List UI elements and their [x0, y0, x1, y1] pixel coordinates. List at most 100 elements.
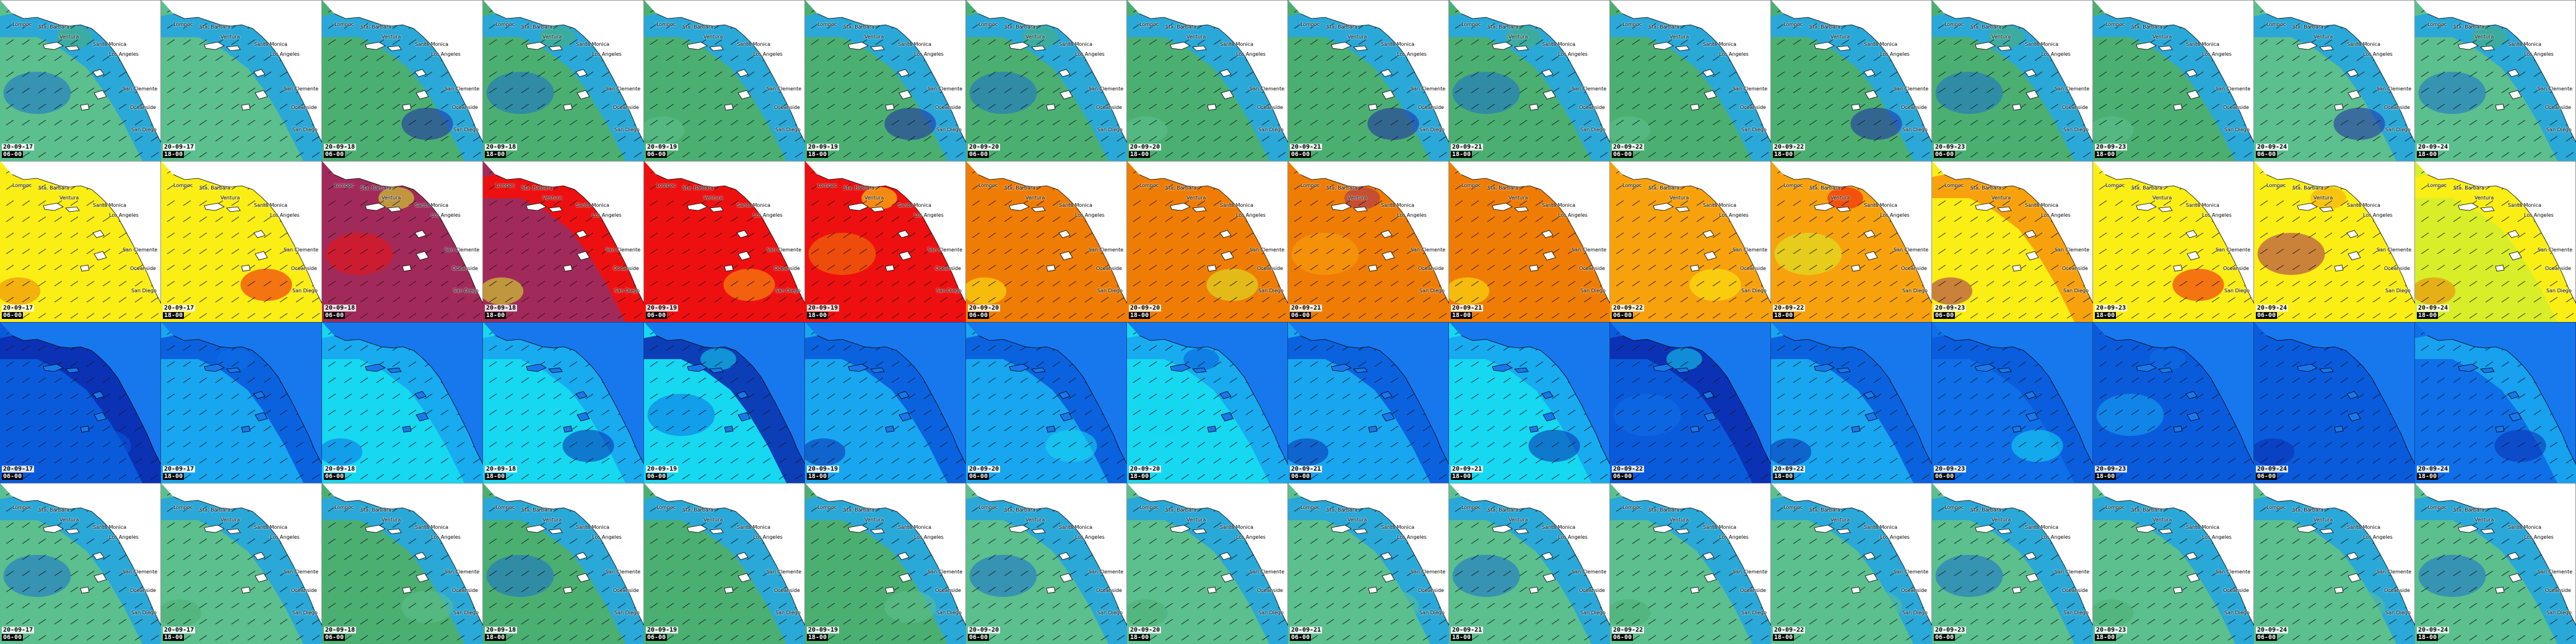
map-tile[interactable]: Lompoc Sta. Barbara Ventura Santa Monica Los…: [0, 161, 161, 322]
map-tile[interactable]: Lompoc Sta. Barbara Ventura Santa Monica Los…: [1288, 0, 1449, 161]
map-tile[interactable]: Lompoc Sta. Barbara Ventura Santa Monica Los…: [1932, 0, 2093, 161]
wind-arrow: [86, 55, 95, 61]
wind-arrow: [811, 23, 819, 29]
wind-arrow: [150, 313, 159, 319]
map-tile[interactable]: 20-09-20 18-00: [1127, 322, 1288, 483]
place-label: San Clemente: [2055, 86, 2090, 92]
map-tile[interactable]: Lompoc Sta. Barbara Ventura Santa Monica Los…: [1771, 0, 1932, 161]
wind-arrow: [1777, 232, 1785, 238]
wind-arrow: [1664, 103, 1673, 110]
wind-arrow: [167, 281, 175, 287]
map-tile[interactable]: 20-09-17 18-00: [161, 322, 322, 483]
island: [736, 391, 749, 399]
map-tile[interactable]: 20-09-20 06-00: [966, 322, 1127, 483]
island: [2136, 202, 2157, 211]
map-tile[interactable]: Lompoc Sta. Barbara Ventura Santa Monica Los…: [1610, 161, 1771, 322]
place-label: Santa Monica: [254, 41, 288, 47]
wind-arrow: [1004, 264, 1012, 271]
map-tile[interactable]: 20-09-18 06-00: [322, 322, 483, 483]
place-label: San Diego: [2385, 288, 2411, 294]
land-mass: [1288, 161, 1449, 304]
wind-arrow: [521, 313, 529, 319]
map-tile[interactable]: Lompoc Sta. Barbara Ventura Santa Monica Los…: [805, 161, 966, 322]
map-tile[interactable]: Lompoc Sta. Barbara Ventura Santa Monica Los…: [644, 0, 805, 161]
wind-arrow: [6, 232, 14, 238]
map-tile[interactable]: Lompoc Sta. Barbara Ventura Santa Monica Los…: [483, 0, 644, 161]
map-tile[interactable]: 20-09-17 06-00: [0, 322, 161, 483]
map-tile[interactable]: Lompoc Sta. Barbara Ventura Santa Monica Los…: [2093, 0, 2254, 161]
wind-arrow: [1197, 313, 1206, 319]
island: [897, 69, 910, 77]
map-tile[interactable]: Lompoc Sta. Barbara Ventura Santa Monica Los…: [2254, 0, 2415, 161]
wind-arrow: [1632, 232, 1640, 238]
map-tile[interactable]: Lompoc Sta. Barbara Ventura Santa Monica Los…: [2415, 161, 2576, 322]
wind-arrow: [1471, 232, 1479, 238]
island: [226, 45, 241, 51]
map-tile[interactable]: Lompoc Sta. Barbara Ventura Santa Monica Los…: [2415, 0, 2576, 161]
wind-arrow: [1487, 297, 1495, 303]
wind-arrow: [1583, 297, 1592, 303]
wind-arrow: [2115, 313, 2123, 319]
wind-arrow: [778, 281, 787, 287]
wind-arrow: [875, 297, 884, 303]
wind-arrow: [328, 71, 336, 77]
place-label: Sta. Barbara: [843, 24, 875, 30]
map-tile[interactable]: Lompoc Sta. Barbara Ventura Santa Monica Los…: [966, 161, 1127, 322]
wind-arrow: [456, 474, 465, 480]
wind-arrow: [1873, 264, 1882, 271]
map-tile[interactable]: Lompoc Sta. Barbara Ventura Santa Monica Los…: [1449, 0, 1610, 161]
map-tile[interactable]: Lompoc Sta. Barbara Ventura Santa Monica Los…: [322, 0, 483, 161]
wind-arrow: [183, 442, 191, 448]
wind-arrow: [794, 297, 803, 303]
map-tile[interactable]: Lompoc Sta. Barbara Ventura Santa Monica Los…: [1932, 161, 2093, 322]
wind-arrow: [86, 71, 95, 77]
frame-caption: 20-09-22 06-00: [1612, 143, 1645, 158]
wind-arrow: [1503, 248, 1512, 255]
nearshore-field: [1127, 175, 1288, 322]
map-tile[interactable]: Lompoc Sta. Barbara Ventura Santa Monica Los…: [0, 0, 161, 161]
map-tile[interactable]: 20-09-19 18-00: [805, 322, 966, 483]
map-tile[interactable]: 20-09-21 18-00: [1449, 322, 1610, 483]
map-tile[interactable]: Lompoc Sta. Barbara Ventura Santa Monica Los…: [966, 0, 1127, 161]
wind-arrow: [247, 200, 256, 206]
wind-arrow: [328, 184, 336, 190]
wind-arrow: [183, 39, 191, 45]
wind-arrow: [1310, 442, 1318, 448]
wind-arrow: [762, 425, 771, 432]
map-tile[interactable]: Lompoc Sta. Barbara Ventura Santa Monica Los…: [1288, 161, 1449, 322]
wind-arrow: [2308, 313, 2317, 319]
map-tile[interactable]: Lompoc Sta. Barbara Ventura Santa Monica Los…: [1610, 0, 1771, 161]
map-tile[interactable]: Lompoc Sta. Barbara Ventura Santa Monica Los…: [322, 161, 483, 322]
map-tile[interactable]: Lompoc Sta. Barbara Ventura Santa Monica Los…: [1449, 161, 1610, 322]
wind-arrow: [134, 474, 143, 480]
wind-arrow: [1310, 458, 1318, 464]
wind-arrow: [489, 216, 497, 222]
wind-arrow: [1068, 442, 1077, 448]
map-tile[interactable]: Lompoc Sta. Barbara Ventura Santa Monica Los…: [483, 161, 644, 322]
wind-arrow: [972, 136, 980, 142]
map-tile[interactable]: Lompoc Sta. Barbara Ventura Santa Monica Los…: [1127, 0, 1288, 161]
wind-arrow: [6, 55, 14, 61]
map-tile[interactable]: 20-09-18 18-00: [483, 322, 644, 483]
map-tile[interactable]: Lompoc Sta. Barbara Ventura Santa Monica Los…: [644, 161, 805, 322]
wind-arrow: [521, 232, 529, 238]
map-tile[interactable]: Lompoc Sta. Barbara Ventura Santa Monica Los…: [161, 161, 322, 322]
map-tile[interactable]: Lompoc Sta. Barbara Ventura Santa Monica Los…: [1771, 161, 1932, 322]
wind-arrow: [682, 71, 690, 77]
wind-arrow: [1406, 152, 1415, 158]
map-tile[interactable]: Lompoc Sta. Barbara Ventura Santa Monica Los…: [161, 0, 322, 161]
wind-arrow: [1809, 313, 1817, 319]
wind-arrow: [955, 313, 964, 319]
wind-arrow: [2099, 184, 2107, 190]
map-tile[interactable]: Lompoc Sta. Barbara Ventura Santa Monica Los…: [2093, 161, 2254, 322]
map-tile[interactable]: Lompoc Sta. Barbara Ventura Santa Monica Los…: [805, 0, 966, 161]
place-label: Ventura: [703, 34, 723, 40]
wind-arrow: [843, 409, 851, 416]
map-tile[interactable]: 20-09-21 06-00: [1288, 322, 1449, 483]
map-tile[interactable]: Lompoc Sta. Barbara Ventura Santa Monica Los…: [1127, 161, 1288, 322]
map-tile[interactable]: Lompoc Sta. Barbara Ventura Santa Monica Los…: [2254, 161, 2415, 322]
island: [365, 41, 386, 50]
map-tile[interactable]: 20-09-19 06-00: [644, 322, 805, 483]
wind-arrow: [1342, 442, 1351, 448]
wind-arrow: [1052, 377, 1061, 383]
